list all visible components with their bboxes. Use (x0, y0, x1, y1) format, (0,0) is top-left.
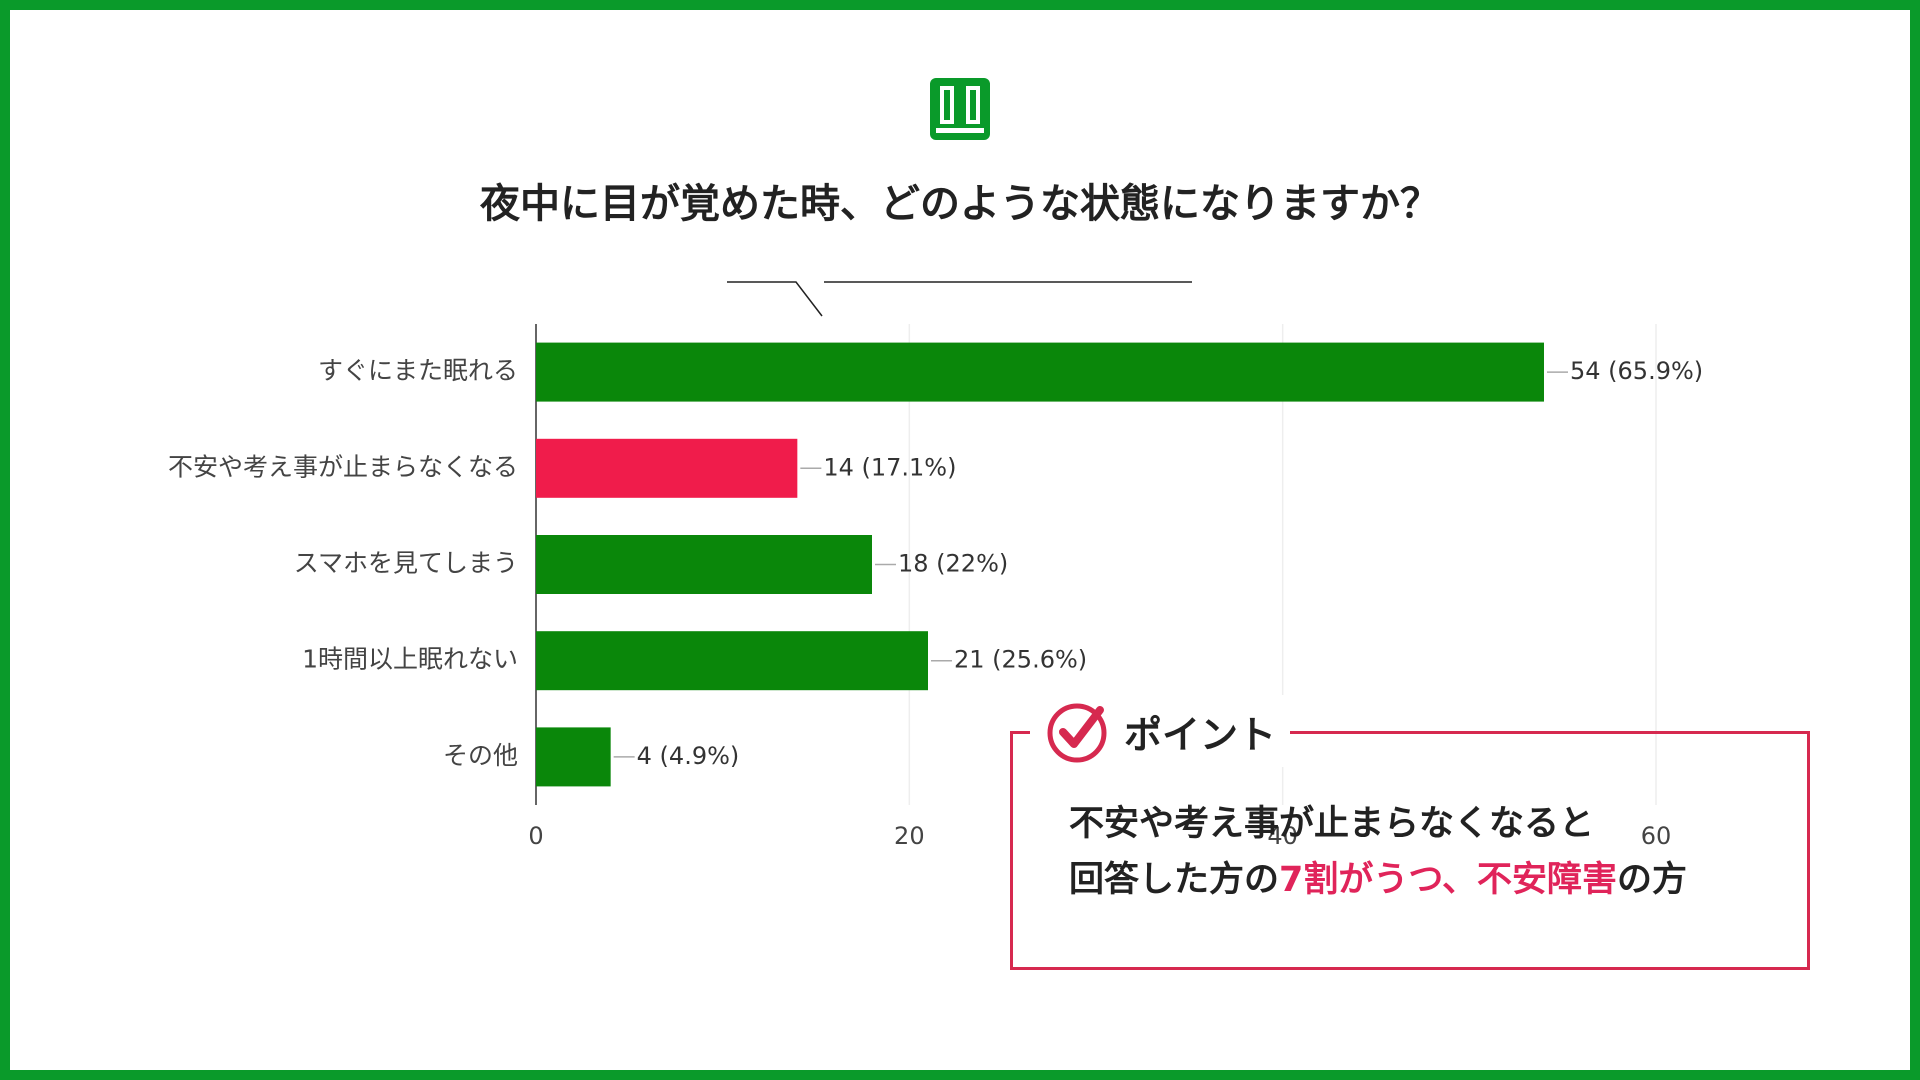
callout-segment: 不安障害 (1476, 860, 1617, 900)
chart-title: 夜中に目が覚めた時、どのような状態になりますか？ (479, 181, 1440, 227)
value-label: 4 (4.9%) (637, 742, 740, 770)
y-tick-label: スマホを見てしまう (294, 549, 518, 578)
logo (930, 78, 990, 140)
callout-segment: 不安や考え事が止まらなくなると (1069, 804, 1595, 844)
callout-heading: ポイント (1030, 695, 1291, 767)
value-label: 14 (17.1%) (823, 453, 956, 481)
callout-segment: 7割がうつ、 (1279, 860, 1477, 900)
bar (536, 631, 928, 691)
check-icon (1047, 703, 1107, 763)
callout-title: ポイント (1124, 712, 1277, 757)
decor-lines (727, 281, 1192, 317)
y-tick-label: その他 (443, 741, 518, 770)
y-tick-label: 1時間以上眠れない (302, 645, 518, 674)
y-tick-label: 不安や考え事が止まらなくなる (168, 452, 518, 481)
callout-segment: の方 (1617, 860, 1688, 900)
callout-line: 回答した方の7割がうつ、不安障害の方 (1069, 852, 1687, 908)
y-tick-label: すぐにまた眠れる (318, 356, 518, 385)
x-tick-label: 0 (528, 822, 543, 850)
callout-segment: 回答した方の (1069, 860, 1280, 900)
x-tick-label: 20 (894, 822, 925, 850)
value-label: 54 (65.9%) (1570, 357, 1703, 385)
callout-text: 不安や考え事が止まらなくなると 回答した方の7割がうつ、不安障害の方 (1069, 796, 1687, 908)
bar (536, 342, 1544, 402)
bar (536, 727, 611, 787)
x-tick-label: 60 (1641, 822, 1672, 850)
x-tick-label: 40 (1267, 822, 1298, 850)
bar (536, 535, 872, 594)
bar (536, 438, 798, 498)
value-label: 18 (22%) (898, 550, 1008, 578)
callout-line: 不安や考え事が止まらなくなると (1069, 796, 1687, 852)
callout-box (1010, 731, 1810, 970)
value-label: 21 (25.6%) (954, 646, 1087, 674)
